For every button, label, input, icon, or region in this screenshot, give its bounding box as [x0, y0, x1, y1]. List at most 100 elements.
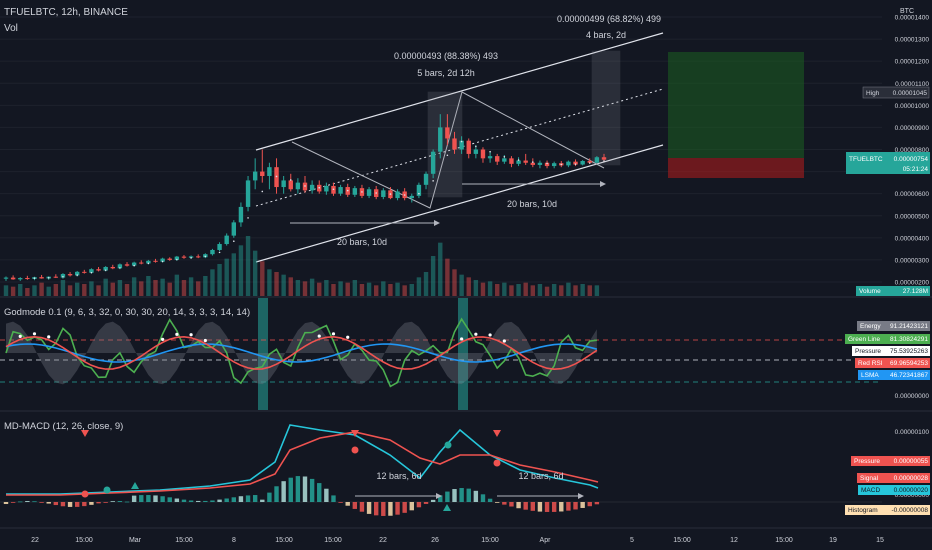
volume-bar	[509, 285, 514, 296]
svg-text:0.00000028: 0.00000028	[894, 475, 929, 482]
price-pane[interactable]: TFUELBTC, 12h, BINANCE Vol 0.00000499 (6…	[3, 2, 931, 296]
godmode-title: Godmode 0.1 (9, 6, 3, 32, 0, 30, 30, 20,…	[4, 307, 250, 318]
svg-text:05:21:24: 05:21:24	[903, 166, 929, 173]
range-label-2: 20 bars, 10d	[507, 199, 557, 209]
candle-body	[509, 158, 514, 164]
ma-dot	[475, 145, 477, 148]
volume-bar	[495, 284, 500, 296]
volume-bar	[117, 280, 123, 296]
candle-body	[224, 235, 229, 245]
volume-bar	[459, 274, 464, 296]
volume-bar	[217, 264, 222, 296]
candle-body	[551, 163, 557, 167]
histogram-bar	[302, 476, 308, 502]
time-axis-label: 22	[31, 537, 39, 544]
ma-dot	[275, 175, 278, 178]
ma-dot	[588, 162, 591, 164]
histogram-bar	[373, 502, 379, 516]
pressure-dot	[161, 337, 165, 341]
candle-body	[160, 258, 165, 262]
svg-text:69.96594253: 69.96594253	[890, 360, 928, 367]
measure-label-1-bars: 5 bars, 2d 12h	[417, 68, 475, 78]
volume-bar	[203, 276, 208, 296]
time-axis[interactable]: 22 15:00 Mar 15:00 8 15:00 15:00 22 26 15:00 Apr 5 1…	[31, 537, 884, 544]
ma-dot	[361, 191, 363, 193]
ma-dot	[104, 269, 107, 272]
time-axis-label: 22	[379, 537, 387, 544]
time-axis-label: 15:00	[75, 537, 93, 544]
volume-bar	[131, 277, 137, 296]
histogram-bar	[82, 502, 87, 507]
histogram-bar	[381, 502, 386, 516]
ma-dot	[62, 275, 64, 278]
macd-pane[interactable]: 12 bars, 6d 12 bars, 6d MD-MACD (12, 26,…	[0, 412, 931, 528]
candle-body	[573, 161, 578, 165]
channel-drawing	[255, 32, 664, 263]
volume-bar	[544, 286, 550, 296]
svg-text:MACD: MACD	[861, 487, 880, 494]
candle-body	[238, 206, 244, 223]
histogram-bar	[544, 502, 550, 512]
volume-bar	[402, 285, 407, 296]
histogram-bar	[366, 502, 372, 514]
histogram-bar	[295, 476, 301, 502]
price-axis-label: 0.00000800	[895, 147, 930, 154]
volume-bar	[210, 269, 215, 296]
svg-text:Green Line: Green Line	[848, 336, 881, 343]
moving-average	[33, 140, 605, 280]
histogram-bar	[594, 502, 600, 505]
range-arrow-2-head	[600, 181, 606, 187]
volume-bar	[110, 282, 115, 296]
volume-bar	[502, 282, 507, 296]
volume-bar	[331, 284, 336, 296]
volume-bar	[345, 282, 350, 296]
ma-dot	[133, 264, 135, 267]
candle-body	[523, 160, 528, 163]
pressure-dot	[502, 339, 506, 343]
candle-body	[338, 187, 343, 194]
candle-body	[430, 151, 436, 174]
candle-body	[124, 264, 130, 266]
candle-body	[352, 188, 358, 195]
profit-zone	[668, 52, 804, 158]
ma-dot	[418, 192, 420, 195]
candle-body	[580, 160, 585, 165]
histogram-bar	[67, 502, 73, 507]
macd-histogram	[3, 476, 600, 516]
svg-text:-0.00000008: -0.00000008	[891, 507, 928, 514]
candle-body	[502, 158, 507, 162]
histogram-bar	[566, 502, 571, 511]
badge-pressure: Pressure 75.53925263	[852, 346, 930, 356]
ma-dot	[47, 277, 50, 279]
candle-body	[181, 256, 187, 258]
candle-body	[167, 258, 172, 260]
histogram-bar	[573, 502, 578, 510]
godmode-pane[interactable]: Godmode 0.1 (9, 6, 3, 32, 0, 30, 30, 20,…	[0, 298, 931, 410]
volume-bar	[537, 284, 543, 296]
grid-lines	[0, 16, 882, 283]
histogram-bar	[388, 502, 393, 516]
loss-zone	[668, 158, 804, 178]
time-axis-label: 12	[730, 537, 738, 544]
volume-bar	[317, 282, 322, 296]
histogram-bar	[188, 500, 194, 502]
volume-bar	[452, 269, 457, 296]
volume-bar	[530, 285, 536, 296]
signal-dot-4	[81, 490, 89, 498]
channel-lower-line	[255, 144, 664, 263]
price-axis[interactable]: 0.00001400 0.00001300 0.00001200 0.00001100…	[895, 15, 930, 287]
volume-bar	[124, 284, 130, 296]
price-axis-label: 0.00001400	[895, 15, 930, 22]
signal-dot-2	[444, 441, 452, 449]
histogram-bar	[167, 497, 172, 502]
ma-dot	[375, 192, 377, 194]
histogram-bar	[452, 489, 457, 502]
candle-body	[10, 277, 16, 280]
histogram-bar	[217, 499, 222, 502]
ma-dot	[147, 262, 150, 265]
ma-dot	[389, 193, 392, 195]
volume-bar	[416, 277, 422, 296]
ma-dot	[204, 255, 207, 258]
candle-body	[39, 277, 44, 279]
